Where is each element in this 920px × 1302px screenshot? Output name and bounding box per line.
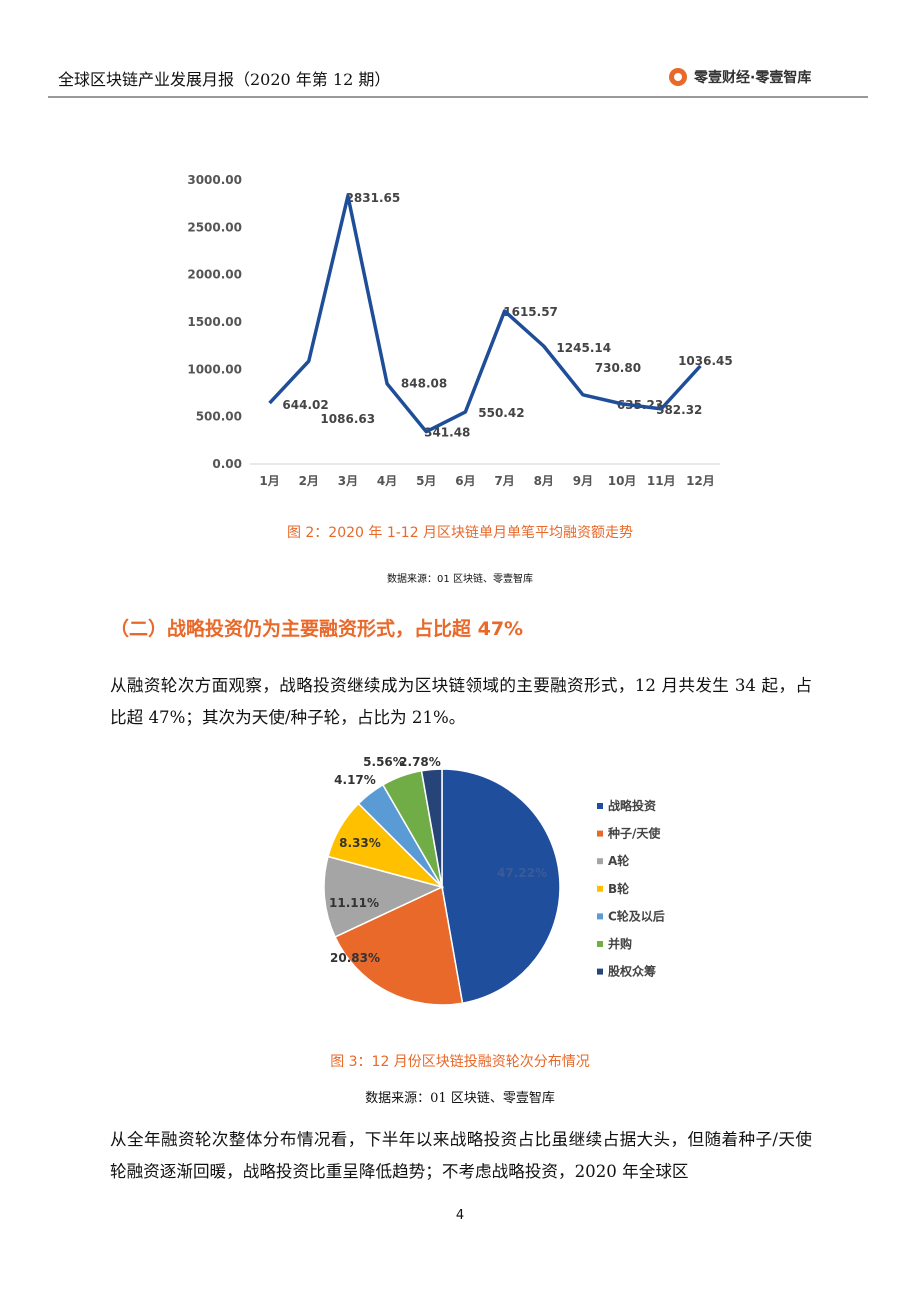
legend-label: B轮 bbox=[608, 881, 630, 896]
legend-label: 并购 bbox=[608, 936, 632, 951]
data-label: 341.48 bbox=[424, 426, 470, 440]
paragraph: 从全年融资轮次整体分布情况看，下半年以来战略投资占比虽继续占据大头，但随着种子/… bbox=[110, 1130, 812, 1181]
data-label: 2.78% bbox=[399, 755, 441, 769]
section-heading: （二）战略投资仍为主要融资形式，占比超 47% bbox=[110, 618, 524, 640]
x-tick-label: 9月 bbox=[573, 474, 593, 488]
data-label: 8.33% bbox=[339, 836, 381, 850]
header-title: 全球区块链产业发展月报（2020 年第 12 期） bbox=[58, 70, 391, 89]
data-label: 550.42 bbox=[478, 406, 524, 420]
y-tick-label: 500.00 bbox=[196, 410, 242, 424]
line bbox=[268, 194, 702, 434]
legend-swatch bbox=[597, 941, 603, 947]
x-tick-label: 5月 bbox=[416, 474, 436, 488]
pie-slice bbox=[420, 768, 443, 888]
caption: 图 3：12 月份区块链投融资轮次分布情况 bbox=[330, 1054, 590, 1070]
legend-label: C轮及以后 bbox=[608, 908, 665, 923]
legend-swatch bbox=[597, 885, 603, 892]
source: 数据来源：01 区块链、零壹智库 bbox=[387, 574, 533, 585]
legend-swatch bbox=[597, 913, 603, 920]
data-label: 2831.65 bbox=[346, 191, 401, 205]
data-label: 1036.45 bbox=[678, 354, 733, 368]
data-label: 730.80 bbox=[595, 361, 641, 375]
x-tick-label: 8月 bbox=[534, 474, 554, 488]
legend-label: A轮 bbox=[608, 853, 630, 868]
data-label: 11.11% bbox=[329, 896, 379, 910]
y-tick-label: 1500.00 bbox=[187, 315, 242, 329]
y-tick-label: 1000.00 bbox=[187, 362, 242, 376]
y-tick-label: 2500.00 bbox=[187, 220, 242, 234]
paragraph: 从融资轮次方面观察，战略投资继续成为区块链领域的主要融资形式，12 月共发生 3… bbox=[110, 676, 812, 727]
page-number: 4 bbox=[455, 1208, 465, 1223]
legend-label: 股权众筹 bbox=[608, 964, 656, 979]
x-tick-label: 7月 bbox=[494, 474, 514, 488]
pie-slice bbox=[441, 768, 561, 1005]
data-label: 582.32 bbox=[656, 403, 702, 417]
data-label: 644.02 bbox=[282, 398, 328, 412]
x-tick-label: 12月 bbox=[686, 474, 715, 488]
data-label: 1245.14 bbox=[556, 341, 611, 355]
data-label: 20.83% bbox=[330, 951, 380, 965]
data-label: 47.22% bbox=[497, 866, 547, 880]
legend-swatch bbox=[597, 830, 603, 837]
x-tick-label: 6月 bbox=[455, 474, 475, 488]
brand: 零壹财经·零壹智库 bbox=[694, 70, 812, 86]
x-tick-label: 11月 bbox=[647, 474, 676, 488]
logo bbox=[674, 73, 682, 81]
legend-swatch bbox=[597, 803, 603, 809]
x-tick-label: 1月 bbox=[259, 474, 279, 488]
data-label: 1086.63 bbox=[320, 412, 375, 426]
data-label: 848.08 bbox=[401, 377, 447, 391]
legend-label: 种子/天使 bbox=[607, 826, 661, 841]
x-tick-label: 4月 bbox=[377, 474, 397, 488]
pie-slice bbox=[323, 855, 445, 938]
legend-label: 战略投资 bbox=[608, 798, 656, 813]
legend-swatch bbox=[597, 858, 603, 865]
legend-swatch bbox=[597, 968, 603, 975]
x-tick-label: 10月 bbox=[608, 474, 637, 488]
data-label: 1615.57 bbox=[503, 305, 558, 319]
x-tick-label: 2月 bbox=[299, 474, 319, 488]
pie-slice bbox=[334, 885, 464, 1006]
source: 数据来源：01 区块链、零壹智库 bbox=[365, 1091, 555, 1106]
caption: 图 2：2020 年 1-12 月区块链单月单笔平均融资额走势 bbox=[286, 525, 634, 541]
y-tick-label: 2000.00 bbox=[187, 268, 242, 282]
x-tick-label: 3月 bbox=[338, 474, 358, 488]
data-label: 4.17% bbox=[334, 773, 376, 787]
data-label: 5.56% bbox=[363, 755, 405, 769]
y-tick-label: 0.00 bbox=[212, 457, 242, 471]
y-tick-label: 3000.00 bbox=[187, 173, 242, 187]
